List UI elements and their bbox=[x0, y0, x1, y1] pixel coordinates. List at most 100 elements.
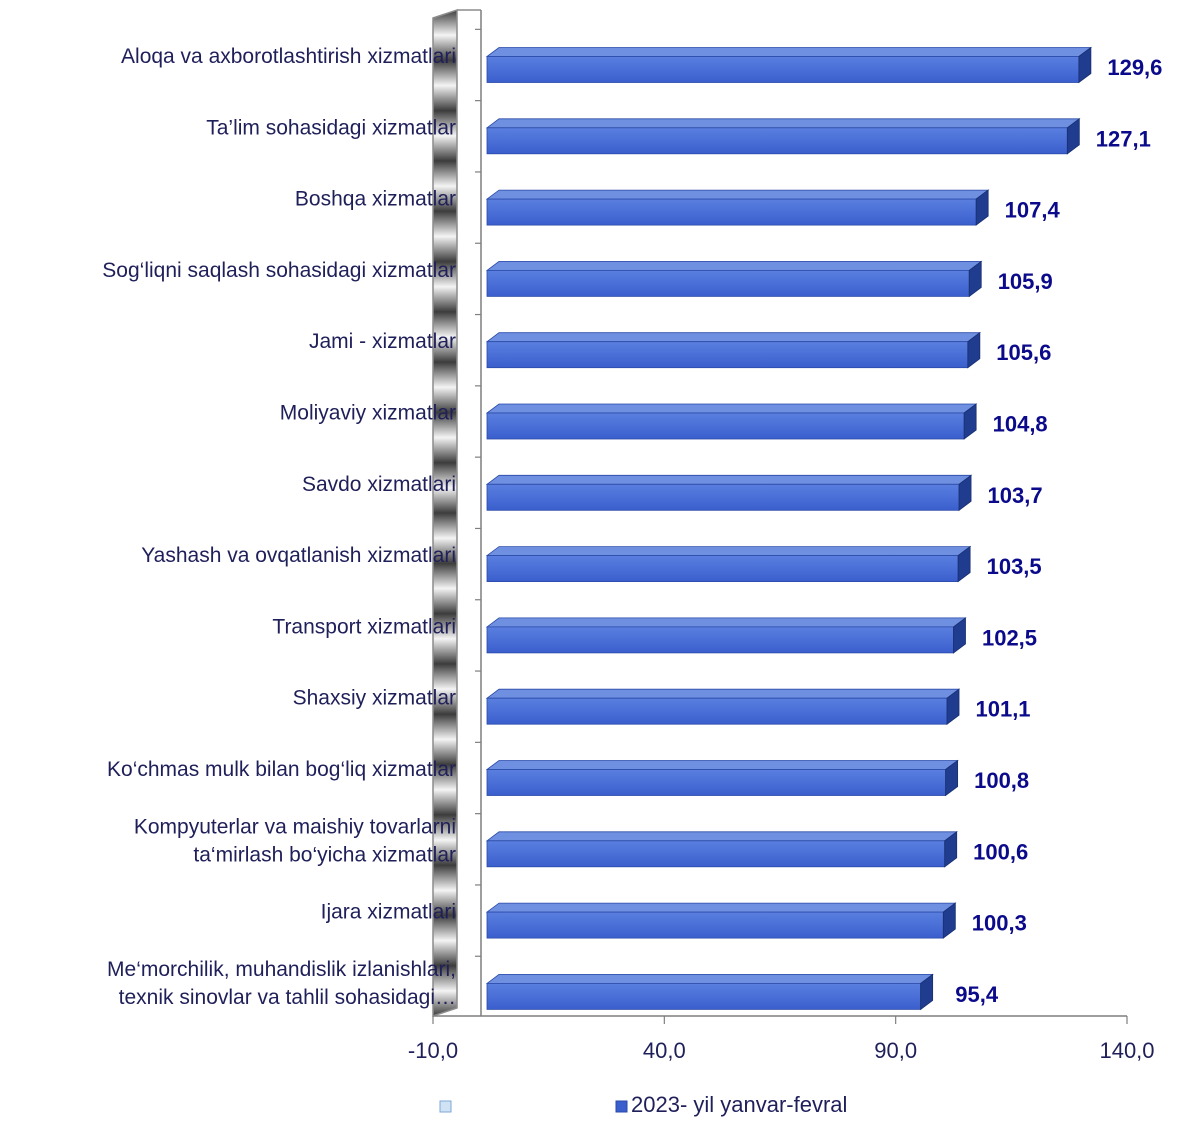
x-tick-label: -10,0 bbox=[408, 1038, 458, 1063]
data-label: 103,7 bbox=[988, 483, 1043, 508]
bar-front-face bbox=[486, 626, 954, 654]
bar-front-face bbox=[486, 840, 946, 868]
data-label: 127,1 bbox=[1096, 126, 1151, 151]
bar-side-face bbox=[1078, 46, 1092, 84]
data-label: 104,8 bbox=[993, 412, 1048, 437]
bar-front-face bbox=[486, 555, 959, 582]
data-label: 107,4 bbox=[1005, 198, 1061, 223]
category-label: Ko‘chmas mulk bilan bog‘liq xizmatlar bbox=[107, 758, 456, 781]
category-label: Ijara xizmatlari bbox=[321, 901, 456, 924]
bars bbox=[485, 46, 1093, 1011]
bar-top-face bbox=[485, 189, 990, 200]
category-label: texnik sinovlar va tahlil sohasidagi… bbox=[119, 986, 456, 1009]
bar-top-face bbox=[485, 974, 934, 984]
category-label: Savdo xizmatlari bbox=[302, 473, 456, 496]
x-tick-label: 40,0 bbox=[643, 1038, 686, 1063]
data-label: 101,1 bbox=[975, 697, 1030, 722]
bar-front-face bbox=[486, 341, 969, 369]
category-label: Me‘morchilik, muhandislik izlanishlari, bbox=[107, 958, 456, 981]
category-label: Jami - xizmatlar bbox=[309, 330, 456, 353]
data-label: 129,6 bbox=[1107, 55, 1162, 80]
legend-label: 2023- yil yanvar-fevral bbox=[631, 1092, 847, 1117]
category-label: Yashash va ovqatlanish xizmatlari bbox=[141, 544, 456, 567]
bar bbox=[485, 830, 958, 868]
bar-top-face bbox=[485, 118, 1081, 129]
bar-front-face bbox=[486, 697, 948, 725]
axes: -10,0 40,0 90,0 140,0 bbox=[408, 10, 1155, 1063]
x-tick-label: 140,0 bbox=[1099, 1038, 1154, 1063]
bar bbox=[485, 260, 983, 298]
labels: 129,6 127,1 107,4 105,9 105,6 104,8 103,7 103,5… bbox=[102, 45, 1162, 1009]
legend-marker-empty bbox=[439, 1100, 452, 1113]
bar bbox=[485, 46, 1093, 84]
data-label: 100,6 bbox=[973, 839, 1028, 864]
bar-side-face bbox=[920, 973, 934, 1011]
bar-front-face bbox=[486, 911, 944, 939]
bar-side-face bbox=[945, 759, 959, 797]
data-label: 102,5 bbox=[982, 625, 1037, 650]
category-label: Transport xizmatlari bbox=[272, 615, 456, 638]
bar bbox=[485, 617, 967, 654]
category-label: Boshqa xizmatlar bbox=[295, 188, 456, 211]
bar-side-face bbox=[1066, 118, 1080, 155]
bar-side-face bbox=[958, 474, 972, 512]
bar bbox=[485, 474, 973, 512]
bar-side-face bbox=[968, 260, 982, 298]
bar bbox=[485, 545, 972, 583]
category-label: Aloqa va axborotlashtirish xizmatlari bbox=[121, 45, 456, 68]
side-wall bbox=[432, 8, 458, 1018]
category-label: Ta’lim sohasidagi xizmatlar bbox=[206, 116, 456, 139]
bar bbox=[485, 902, 957, 939]
bar bbox=[485, 118, 1081, 155]
data-label: 105,6 bbox=[996, 340, 1051, 365]
bar bbox=[485, 759, 959, 797]
bar-front-face bbox=[486, 127, 1068, 155]
bar-top-face bbox=[485, 332, 982, 343]
data-label: 100,3 bbox=[972, 911, 1027, 936]
bar-front-face bbox=[486, 269, 970, 297]
bar-top-face bbox=[485, 688, 961, 699]
x-tick-label: 90,0 bbox=[874, 1038, 917, 1063]
bar-top-face bbox=[485, 474, 973, 485]
bar-side-face bbox=[957, 545, 971, 583]
legend-marker-series bbox=[615, 1100, 628, 1113]
bar-top-face bbox=[485, 617, 967, 628]
category-label: Kompyuterlar va maishiy tovarlarni bbox=[134, 815, 456, 838]
bar-side-face bbox=[944, 830, 958, 868]
bar-side-face bbox=[953, 617, 966, 654]
bar-front-face bbox=[486, 769, 947, 796]
bar bbox=[485, 973, 934, 1011]
data-label: 105,9 bbox=[998, 269, 1053, 294]
bar bbox=[485, 189, 990, 226]
category-label: Shaxsiy xizmatlar bbox=[293, 687, 456, 710]
category-label: Moliyaviy xizmatlar bbox=[280, 402, 456, 425]
bar-front-face bbox=[486, 483, 960, 511]
bar-side-face bbox=[975, 189, 989, 226]
bar-front-face bbox=[486, 56, 1080, 83]
bar-top-face bbox=[485, 546, 972, 556]
bar-side-face bbox=[946, 688, 960, 726]
bar-front-face bbox=[486, 412, 965, 440]
bar-front-face bbox=[486, 198, 977, 226]
category-label: Sog‘liqni saqlash sohasidagi xizmatlar bbox=[102, 259, 456, 282]
data-label: 95,4 bbox=[955, 982, 999, 1007]
bar-top-face bbox=[485, 902, 957, 913]
category-label: ta‘mirlash bo‘yicha xizmatlar bbox=[193, 843, 456, 866]
bar-top-face bbox=[485, 403, 978, 414]
bar bbox=[485, 688, 961, 726]
bar-top-face bbox=[485, 47, 1093, 57]
bar-top-face bbox=[485, 831, 958, 842]
bar-top-face bbox=[485, 760, 959, 770]
bar bbox=[485, 403, 978, 440]
bar-side-face bbox=[942, 902, 956, 939]
bar-side-face bbox=[963, 403, 977, 440]
legend: 2023- yil yanvar-fevral bbox=[439, 1092, 847, 1117]
data-label: 100,8 bbox=[974, 768, 1029, 793]
data-label: 103,5 bbox=[987, 554, 1042, 579]
bar-front-face bbox=[486, 983, 922, 1010]
bar-top-face bbox=[485, 260, 983, 271]
bar-side-face bbox=[967, 331, 981, 369]
chart-wall bbox=[432, 8, 481, 1018]
